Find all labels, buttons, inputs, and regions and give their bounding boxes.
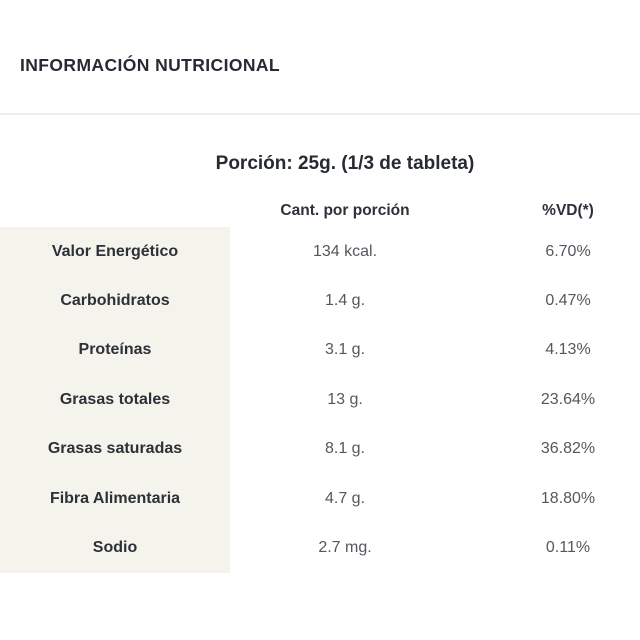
column-header-amount: Cant. por porción bbox=[280, 202, 410, 219]
nutrient-daily-value: 0.47% bbox=[545, 292, 591, 310]
nutrient-daily-value: 6.70% bbox=[545, 242, 591, 260]
table-row: Grasas totales 13 g. 23.64% bbox=[0, 375, 640, 425]
table-row: Grasas saturadas 8.1 g. 36.82% bbox=[0, 424, 640, 474]
nutrient-amount: 2.7 mg. bbox=[318, 539, 372, 557]
page-title: INFORMACIÓN NUTRICIONAL bbox=[20, 55, 281, 75]
nutrient-amount: 134 kcal. bbox=[312, 242, 378, 260]
table-row: Valor Energético 134 kcal. 6.70% bbox=[0, 227, 640, 277]
nutrient-amount: 3.1 g. bbox=[324, 341, 366, 359]
nutrient-daily-value: 23.64% bbox=[540, 390, 596, 408]
column-header-daily-value: %VD(*) bbox=[542, 202, 594, 219]
section-divider bbox=[0, 113, 640, 115]
nutrient-label: Valor Energético bbox=[0, 227, 230, 277]
table-row: Fibra Alimentaria 4.7 g. 18.80% bbox=[0, 473, 640, 524]
nutrient-label: Grasas saturadas bbox=[0, 424, 230, 474]
nutrient-label: Proteínas bbox=[0, 325, 230, 376]
table-header-row: Cant. por porción %VD(*) bbox=[0, 202, 640, 220]
portion-size-line: Porción: 25g. (1/3 de tableta) bbox=[215, 153, 475, 174]
nutrient-amount: 4.7 g. bbox=[324, 489, 366, 507]
table-row: Sodio 2.7 mg. 0.11% bbox=[0, 523, 640, 573]
nutrient-amount: 13 g. bbox=[327, 390, 363, 408]
nutrient-label: Sodio bbox=[0, 523, 230, 573]
nutrient-amount: 1.4 g. bbox=[324, 292, 366, 310]
table-row: Proteínas 3.1 g. 4.13% bbox=[0, 325, 640, 376]
table-body: Valor Energético 134 kcal. 6.70% Carbohi… bbox=[0, 227, 640, 573]
nutrient-daily-value: 4.13% bbox=[545, 341, 591, 359]
nutrient-label: Grasas totales bbox=[0, 375, 230, 425]
nutrient-daily-value: 36.82% bbox=[540, 440, 596, 458]
nutrient-amount: 8.1 g. bbox=[324, 440, 366, 458]
nutrient-daily-value: 18.80% bbox=[540, 489, 596, 507]
nutrient-label: Fibra Alimentaria bbox=[0, 473, 230, 524]
column-header-spacer bbox=[0, 202, 230, 220]
nutrient-daily-value: 0.11% bbox=[545, 539, 591, 557]
table-row: Carbohidratos 1.4 g. 0.47% bbox=[0, 276, 640, 326]
nutrient-label: Carbohidratos bbox=[0, 276, 230, 326]
